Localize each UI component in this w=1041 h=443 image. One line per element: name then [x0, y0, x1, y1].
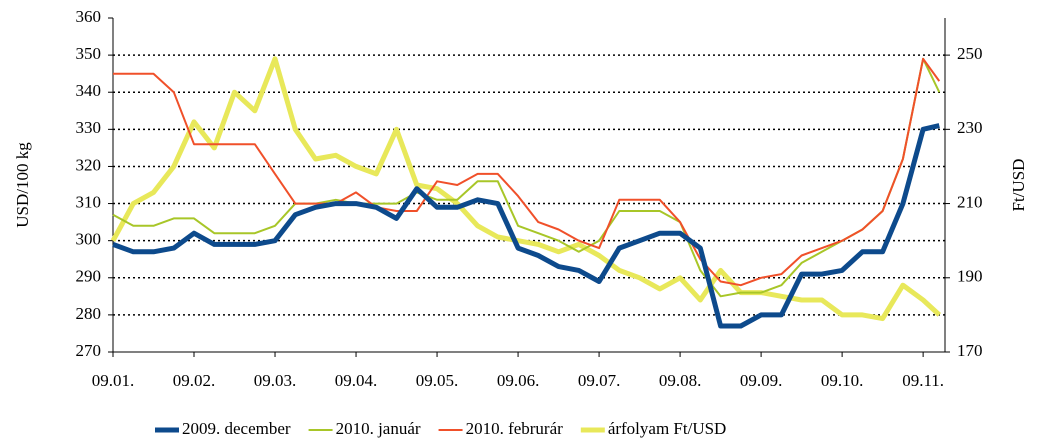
y2-tick-label: 170	[957, 341, 983, 360]
series-line	[113, 57, 941, 287]
y-axis-label: USD/100 kg	[13, 142, 32, 228]
y2-tick-label: 250	[957, 44, 983, 63]
y-tick-label: 270	[76, 341, 102, 360]
x-tick-label: 09.05.	[416, 371, 459, 390]
x-tick-label: 09.01.	[92, 371, 135, 390]
y-tick-label: 340	[76, 81, 102, 100]
legend-label: árfolyam Ft/USD	[608, 419, 727, 438]
y2-tick-label: 210	[957, 192, 983, 211]
x-tick-label: 09.09.	[740, 371, 783, 390]
y-tick-label: 300	[76, 230, 102, 249]
x-tick-label: 09.04.	[335, 371, 378, 390]
y-tick-label: 280	[76, 304, 102, 323]
x-tick-label: 09.08.	[659, 371, 702, 390]
y-tick-label: 320	[76, 155, 102, 174]
y2-axis-label: Ft/USD	[1009, 159, 1028, 212]
legend-label: 2010. februrár	[466, 419, 564, 438]
y2-tick-label: 230	[957, 118, 983, 137]
x-tick-label: 09.11.	[902, 371, 944, 390]
legend-label: 2010. január	[336, 419, 421, 438]
series-line	[112, 57, 941, 298]
x-tick-label: 09.07.	[578, 371, 621, 390]
x-tick-label: 09.10.	[821, 371, 864, 390]
y-tick-label: 310	[76, 192, 102, 211]
y-tick-label: 330	[76, 118, 102, 137]
y-tick-label: 360	[76, 7, 102, 26]
legend-label: 2009. december	[182, 419, 291, 438]
y2-tick-label: 190	[957, 267, 983, 286]
x-tick-label: 09.02.	[173, 371, 216, 390]
y-tick-label: 350	[76, 44, 102, 63]
x-tick-label: 09.03.	[254, 371, 297, 390]
x-tick-label: 09.06.	[497, 371, 540, 390]
series-line	[110, 56, 941, 322]
y-tick-label: 290	[76, 267, 102, 286]
series-line	[112, 123, 940, 329]
